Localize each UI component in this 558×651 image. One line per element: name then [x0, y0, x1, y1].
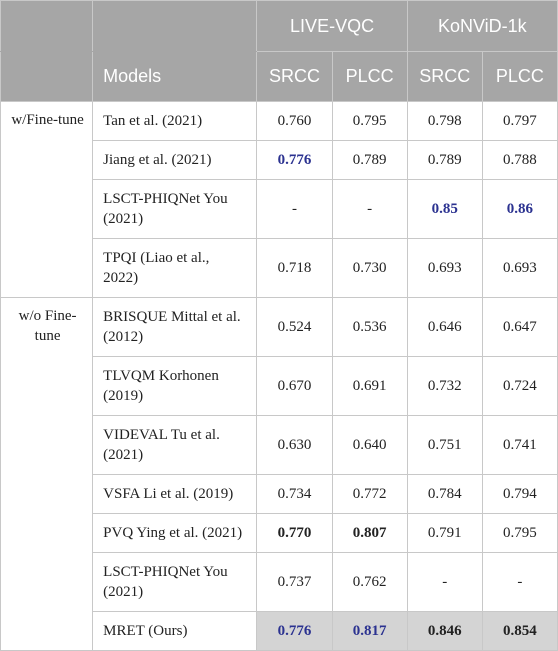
- value-cell: 0.85: [406, 179, 483, 239]
- model-name: MRET (Ours): [92, 611, 258, 651]
- value-cell: 0.693: [481, 238, 558, 298]
- table-row: VSFA Li et al. (2019) 0.734 0.772 0.784 …: [1, 474, 558, 514]
- value-cell: 0.536: [331, 297, 408, 357]
- dataset-header-konvid: KoNViD-1k: [406, 0, 558, 52]
- metric-header: SRCC: [256, 51, 333, 102]
- model-name: TLVQM Korhonen (2019): [92, 356, 258, 416]
- table-row: TPQI (Liao et al., 2022) 0.718 0.730 0.6…: [1, 238, 558, 298]
- model-name: PVQ Ying et al. (2021): [92, 513, 258, 553]
- value-cell: 0.762: [331, 552, 408, 612]
- value-cell: 0.691: [331, 356, 408, 416]
- header-blank-cell: [0, 51, 94, 102]
- value-cell: 0.772: [331, 474, 408, 514]
- value-cell: 0.732: [406, 356, 483, 416]
- value-cell: -: [256, 179, 333, 239]
- value-cell: 0.789: [406, 140, 483, 180]
- value-cell: -: [481, 552, 558, 612]
- table-row: w/o Fine-tune BRISQUE Mittal et al. (201…: [0, 297, 558, 651]
- model-name: LSCT-PHIQNet You (2021): [92, 179, 258, 239]
- value-cell: 0.788: [481, 140, 558, 180]
- metric-header: SRCC: [406, 51, 483, 102]
- value-cell: 0.646: [406, 297, 483, 357]
- value-cell: 0.737: [256, 552, 333, 612]
- value-cell: 0.647: [481, 297, 558, 357]
- value-cell: 0.789: [331, 140, 408, 180]
- model-name: LSCT-PHIQNet You (2021): [92, 552, 258, 612]
- value-cell: 0.846: [406, 611, 483, 651]
- model-name: BRISQUE Mittal et al. (2012): [92, 297, 258, 357]
- value-cell: -: [331, 179, 408, 239]
- value-cell: 0.640: [331, 415, 408, 475]
- value-cell: 0.784: [406, 474, 483, 514]
- metric-header: PLCC: [481, 51, 558, 102]
- value-cell: 0.718: [256, 238, 333, 298]
- value-cell: 0.795: [331, 101, 408, 141]
- model-name: Tan et al. (2021): [92, 101, 258, 141]
- table-row: TLVQM Korhonen (2019) 0.670 0.691 0.732 …: [1, 356, 558, 416]
- value-cell: 0.734: [256, 474, 333, 514]
- value-cell: 0.730: [331, 238, 408, 298]
- value-cell: 0.794: [481, 474, 558, 514]
- models-header: Models: [92, 51, 258, 102]
- header-blank-cell: [92, 0, 258, 52]
- metric-header: PLCC: [331, 51, 408, 102]
- value-cell: 0.791: [406, 513, 483, 553]
- value-cell: 0.797: [481, 101, 558, 141]
- value-cell: 0.724: [481, 356, 558, 416]
- group-label-no-finetune: w/o Fine-tune: [0, 297, 94, 651]
- value-cell: 0.760: [256, 101, 333, 141]
- header-row-datasets: LIVE-VQC KoNViD-1k: [0, 0, 558, 52]
- value-cell: 0.817: [331, 611, 408, 651]
- model-name: TPQI (Liao et al., 2022): [92, 238, 258, 298]
- table-row: LSCT-PHIQNet You (2021) - - 0.85 0.86: [1, 179, 558, 239]
- value-cell: 0.693: [406, 238, 483, 298]
- value-cell: 0.741: [481, 415, 558, 475]
- value-cell: 0.524: [256, 297, 333, 357]
- header-row-metrics: Models SRCC PLCC SRCC PLCC: [0, 51, 558, 102]
- table-row: PVQ Ying et al. (2021) 0.770 0.807 0.791…: [1, 513, 558, 553]
- value-cell: -: [406, 552, 483, 612]
- value-cell: 0.86: [481, 179, 558, 239]
- dataset-header-live-vqc: LIVE-VQC: [256, 0, 408, 52]
- value-cell: 0.807: [331, 513, 408, 553]
- header-blank-cell: [0, 0, 94, 52]
- value-cell: 0.670: [256, 356, 333, 416]
- value-cell: 0.776: [256, 140, 333, 180]
- value-cell: 0.630: [256, 415, 333, 475]
- table-row: w/Fine-tune Tan et al. (2021) 0.760 0.79…: [0, 101, 558, 298]
- model-name: VSFA Li et al. (2019): [92, 474, 258, 514]
- group-label-finetune: w/Fine-tune: [0, 101, 94, 298]
- model-name: VIDEVAL Tu et al. (2021): [92, 415, 258, 475]
- value-cell: 0.795: [481, 513, 558, 553]
- table-row: Jiang et al. (2021) 0.776 0.789 0.789 0.…: [1, 140, 558, 180]
- value-cell: 0.776: [256, 611, 333, 651]
- model-name: Jiang et al. (2021): [92, 140, 258, 180]
- value-cell: 0.770: [256, 513, 333, 553]
- value-cell: 0.798: [406, 101, 483, 141]
- value-cell: 0.751: [406, 415, 483, 475]
